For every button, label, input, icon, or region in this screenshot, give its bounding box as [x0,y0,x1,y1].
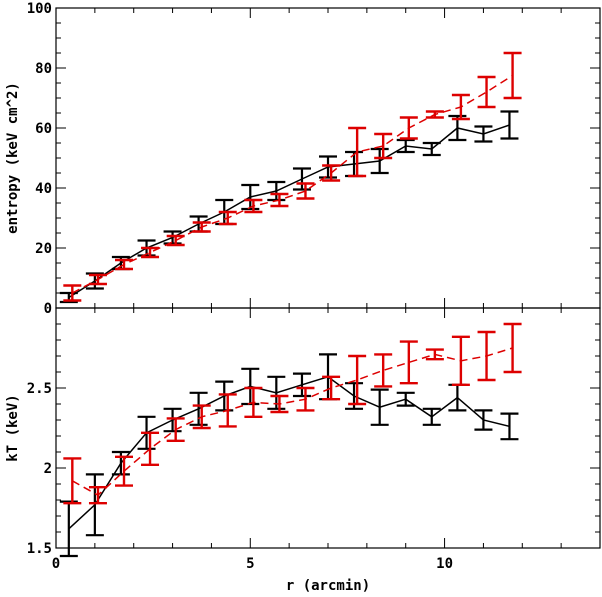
top-series-0-errorbar [500,110,519,140]
bottom-series-1-errorbar [192,404,211,430]
top-series-1-errorbar [425,110,444,119]
top-series-1-errorbar [218,210,237,226]
top-series-1-errorbar [270,192,289,208]
top-series-0-errorbar [189,215,208,233]
top-series-0-line [68,124,510,299]
bottom-x-tick-label: 10 [436,556,453,572]
bottom-series-0-errorbar [396,391,415,407]
top-panel: 0 20 40 60 80 100 [27,1,601,317]
bottom-series-1-line [71,347,513,497]
top-series-1-line [71,74,513,294]
bottom-series-1-errorbar [374,353,393,388]
top-series-1-errorbar [477,75,496,109]
bottom-x-tick-label: 0 [52,556,60,572]
top-series-1-errorbar [63,284,82,302]
top-series-0-errorbar [319,155,337,179]
bottom-series-0-errorbar [189,391,208,426]
bottom-series-0-errorbar [292,372,311,398]
bottom-series-0-errorbar [163,407,182,433]
bottom-series-1-errorbar [503,322,522,374]
top-series-0-errorbar [241,183,260,211]
top-series-1-errorbar [141,246,160,259]
top-series-0-errorbar [370,147,389,175]
top-series-1-errorbar [399,116,418,140]
bottom-series-0-errorbar [448,383,467,412]
bottom-series-0-errorbar [85,473,104,537]
top-y-tick-label: 60 [35,121,52,137]
top-series-1-errorbar [348,126,367,178]
top-series-1-errorbar [451,93,470,121]
bottom-y-tick-label: 1.5 [27,541,52,557]
bottom-y-axis-label: kT (keV) [5,394,21,461]
bottom-series-1-errorbar [348,354,367,406]
top-series-1-errorbar [88,273,107,286]
bottom-series-0-errorbar [370,388,389,426]
x-axis-label: r (arcmin) [286,578,370,594]
bottom-series-1-errorbar [270,394,289,414]
bottom-series-0-errorbar [241,367,260,406]
top-series-0-errorbar [267,180,286,202]
top-series-1-errorbar [296,182,315,200]
bottom-series-1-errorbar [425,348,444,361]
top-y-tick-label: 20 [35,241,52,257]
bottom-series-1-errorbar [451,335,470,386]
bottom-series-1-errorbar [244,386,263,418]
bottom-series-0-errorbar [500,412,519,441]
bottom-series-0-errorbar [474,409,493,431]
bottom-series-0-line [68,375,510,530]
top-series-1-errorbar [322,164,341,182]
top-series-0-errorbar [163,230,182,245]
top-series-1-errorbar [166,234,185,247]
top-series-0-errorbar [422,141,441,157]
top-series-1-errorbar [503,51,522,100]
top-series-1-errorbar [244,198,263,214]
top-series-1-errorbar [192,221,211,233]
bottom-series-0-errorbar [215,380,234,412]
bottom-series-0-errorbar [59,500,78,558]
top-series-0-errorbar [292,167,311,191]
top-y-tick-label: 40 [35,181,52,197]
top-series-1-errorbar [374,132,393,160]
top-y-tick-label: 100 [27,1,52,17]
bottom-series-1-errorbar [166,417,185,442]
bottom-series-1-errorbar [88,486,107,505]
bottom-x-tick-label: 5 [246,556,254,572]
bottom-series-0-errorbar [422,407,441,426]
top-series-1-errorbar [115,258,133,271]
top-y-tick-label: 80 [35,61,52,77]
bottom-series-1-errorbar [63,457,82,505]
bottom-series-1-errorbar [296,386,315,412]
top-y-axis-label: entropy (keV cm^2) [5,82,21,234]
bottom-series-1-errorbar [477,330,496,382]
bottom-series-1-errorbar [322,375,341,401]
bottom-y-tick-label: 2 [44,461,52,477]
bottom-series-1-errorbar [141,431,160,466]
bottom-series-1-errorbar [218,393,237,428]
top-series-0-errorbar [396,138,415,154]
top-series-0-errorbar [474,125,493,143]
bottom-series-1-errorbar [399,340,418,385]
bottom-panel: 1.5 2 2.5 0 5 10 [27,307,601,572]
bottom-y-tick-label: 2.5 [27,381,52,397]
bottom-plot-frame [55,307,601,549]
bottom-series-1-errorbar [115,455,133,487]
top-y-tick-label: 0 [44,301,52,317]
